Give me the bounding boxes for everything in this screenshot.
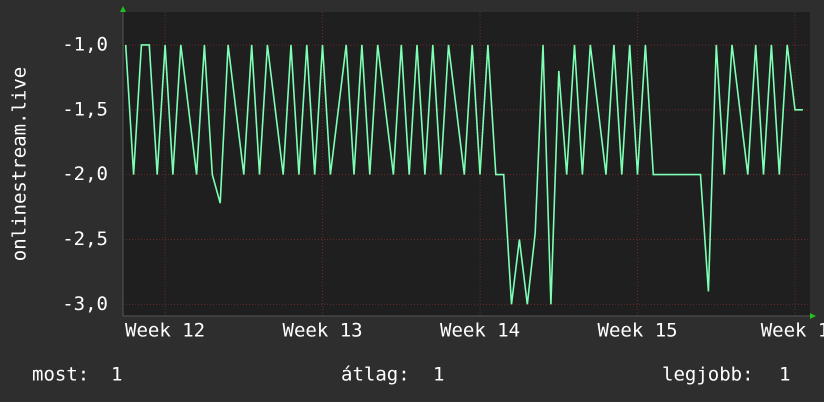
y-tick-label: -2,5 <box>62 228 108 250</box>
y-axis-arrow <box>120 6 126 12</box>
x-tick-label: Week 13 <box>283 320 363 342</box>
x-tick-label: Week 15 <box>598 320 678 342</box>
legend-value: 1 <box>111 364 122 386</box>
y-tick-label: -3,0 <box>62 293 108 315</box>
y-axis-label: onlinestream.live <box>9 67 31 261</box>
grid <box>123 12 810 316</box>
legend-value: 1 <box>433 364 444 386</box>
x-tick-label: Week 14 <box>440 320 520 342</box>
legend-label: most: <box>32 364 89 386</box>
legend-value: 1 <box>779 364 790 386</box>
legend-label: legjobb: <box>662 364 754 386</box>
x-tick-label: Week 12 <box>125 320 205 342</box>
series-line <box>124 44 803 305</box>
x-tick-label: Week 1 <box>761 320 824 342</box>
plot-area <box>123 12 810 316</box>
y-tick-label: -1,5 <box>62 98 108 120</box>
legend-label: átlag: <box>341 364 410 386</box>
x-axis-arrow <box>810 313 816 319</box>
y-tick-label: -2,0 <box>62 163 108 185</box>
y-tick-label: -1,0 <box>62 33 108 55</box>
plot <box>124 44 803 305</box>
